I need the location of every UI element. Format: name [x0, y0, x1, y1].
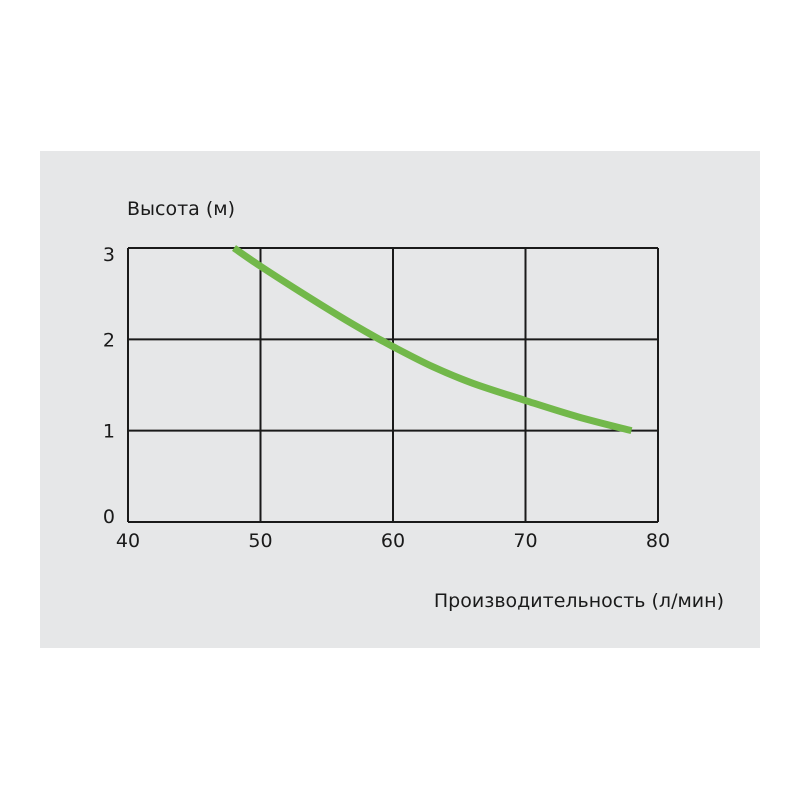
x-tick-labels: 40 50 60 70 80 [116, 530, 670, 552]
x-tick-label-50: 50 [248, 530, 272, 552]
y-tick-label-1: 1 [103, 421, 115, 443]
x-tick-label-80: 80 [646, 530, 670, 552]
y-tick-labels: 0 1 2 3 [103, 244, 115, 528]
x-tick-label-70: 70 [513, 530, 537, 552]
x-tick-label-40: 40 [116, 530, 140, 552]
y-axis-label: Высота (м) [127, 198, 235, 220]
x-tick-label-60: 60 [381, 530, 405, 552]
chart-panel [40, 151, 760, 648]
y-tick-label-0: 0 [103, 506, 115, 528]
y-tick-label-2: 2 [103, 329, 115, 351]
series-layer [232, 245, 633, 435]
series-line-0 [232, 245, 633, 435]
grid [127, 247, 659, 523]
y-tick-label-3: 3 [103, 244, 115, 266]
x-axis-label: Производительность (л/мин) [434, 590, 724, 612]
